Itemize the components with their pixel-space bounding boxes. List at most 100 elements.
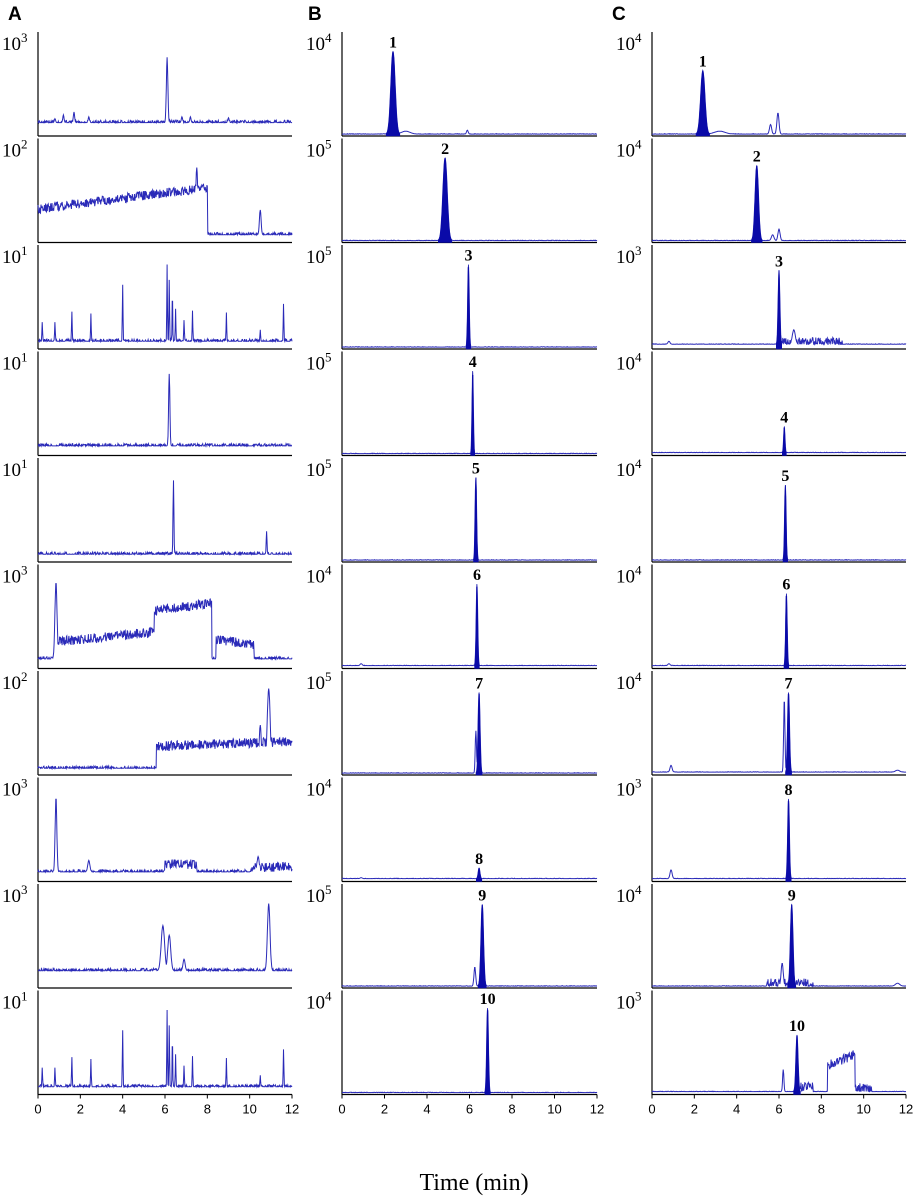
trace-line: [38, 1009, 293, 1089]
analyte-peak-fill: [782, 485, 788, 563]
analyte-peak-fill: [385, 50, 401, 137]
x-axis-title: Time (min): [419, 1170, 528, 1196]
peak-number-label: 2: [441, 141, 449, 158]
panel-a-9: 103: [2, 882, 293, 989]
x-tick-label: 4: [423, 1102, 430, 1117]
peak-number-label: 3: [775, 253, 783, 270]
y-scale-label: 103: [2, 30, 28, 55]
panel-b-8: 104 8: [306, 776, 598, 883]
peak-number-label: 4: [780, 410, 788, 427]
trace-line: [342, 375, 598, 455]
y-scale-label: 103: [616, 989, 642, 1014]
analyte-peak-fill: [465, 264, 472, 350]
y-scale-label: 105: [306, 456, 332, 481]
panel-label-a: A: [8, 4, 22, 25]
x-tick-label: 2: [691, 1102, 698, 1117]
y-scale-label: 104: [616, 456, 642, 481]
trace-line: [652, 800, 907, 880]
trace-line: [37, 688, 293, 771]
peak-number-label: 8: [475, 851, 483, 868]
trace-line: [652, 485, 907, 561]
x-tick-label: 12: [285, 1102, 299, 1117]
panel-b-9: 105 9: [306, 882, 597, 989]
panel-b-6: 104 6: [306, 563, 597, 670]
peak-number-label: 6: [473, 567, 481, 584]
trace-line: [652, 165, 906, 242]
y-scale-label: 101: [2, 350, 28, 375]
y-scale-label: 101: [2, 456, 28, 481]
analyte-peak-fill: [695, 70, 710, 137]
trace-line: [37, 480, 292, 557]
x-tick-label: 8: [204, 1102, 211, 1117]
x-tick-label: 8: [508, 1102, 515, 1117]
y-scale-label: 104: [616, 137, 642, 162]
trace-line: [37, 57, 293, 125]
peak-number-label: 10: [789, 1018, 805, 1035]
y-scale-label: 103: [616, 243, 642, 268]
y-scale-label: 104: [616, 350, 642, 375]
panel-b-2: 105 2: [306, 137, 598, 244]
x-tick-label: 10: [547, 1102, 561, 1117]
panel-a-7: 102: [2, 669, 293, 776]
x-tick-label: 0: [34, 1102, 41, 1117]
trace-line: [37, 373, 293, 448]
x-tick-label: 10: [856, 1102, 870, 1117]
y-scale-label: 104: [306, 563, 332, 588]
peak-number-label: 7: [475, 675, 483, 692]
y-scale-label: 105: [306, 669, 332, 694]
trace-line: [341, 867, 598, 880]
trace-line: [651, 1035, 907, 1093]
panel-c-1: 104 1: [616, 30, 907, 137]
x-tick-label: 2: [77, 1102, 84, 1117]
x-tick-label: 6: [161, 1102, 168, 1117]
panel-label-b: B: [308, 4, 322, 25]
trace-line: [38, 264, 293, 344]
analyte-peak-fill: [473, 477, 479, 563]
panel-c-4: 104 4: [616, 350, 906, 457]
panel-c-3: 103 3: [616, 243, 907, 350]
analyte-peak-fill: [477, 904, 487, 989]
x-tick-label: 10: [242, 1102, 256, 1117]
analyte-peak-fill: [776, 270, 782, 350]
trace-line: [341, 157, 598, 242]
y-scale-label: 104: [616, 30, 642, 55]
panel-label-c: C: [612, 4, 626, 25]
labels-layer: A B C Time (min): [8, 4, 626, 1196]
trace-line: [652, 68, 907, 135]
peak-number-label: 10: [480, 991, 496, 1008]
panel-c-10: 103 10 0 2 4 6 8 10 12: [616, 989, 913, 1117]
peak-number-label: 9: [478, 887, 486, 904]
panel-c-7: 104 7: [616, 669, 907, 776]
y-scale-label: 105: [306, 243, 332, 268]
analyte-peak-fill: [484, 1008, 491, 1095]
y-scale-label: 105: [306, 882, 332, 907]
trace-line: [37, 583, 293, 661]
trace-line: [651, 427, 906, 454]
x-tick-label: 8: [818, 1102, 825, 1117]
y-scale-label: 105: [306, 137, 332, 162]
y-scale-label: 102: [2, 669, 28, 694]
trace-line: [652, 596, 907, 667]
panel-a-10: 101 0 2 4 6 8 10 12: [2, 989, 299, 1117]
analyte-peak-fill: [785, 798, 792, 882]
y-scale-label: 104: [306, 776, 332, 801]
analyte-peak-fill: [783, 593, 790, 669]
y-scale-label: 104: [616, 882, 642, 907]
panel-c-6: 104 6: [616, 563, 907, 670]
x-tick-label: 0: [338, 1102, 345, 1117]
y-scale-label: 103: [616, 776, 642, 801]
x-tick-label: 0: [648, 1102, 655, 1117]
panel-c-5: 104 5: [616, 456, 907, 563]
analyte-peak-fill: [474, 583, 480, 669]
peak-number-label: 8: [785, 782, 793, 799]
x-tick-label: 2: [381, 1102, 388, 1117]
panel-b-1: 104 1: [306, 30, 597, 137]
y-scale-label: 105: [306, 350, 332, 375]
peak-number-label: 9: [788, 887, 796, 904]
y-scale-label: 103: [2, 882, 28, 907]
x-tick-label: 6: [466, 1102, 473, 1117]
panel-a-2: 102: [2, 137, 293, 244]
peak-number-label: 1: [699, 54, 707, 71]
